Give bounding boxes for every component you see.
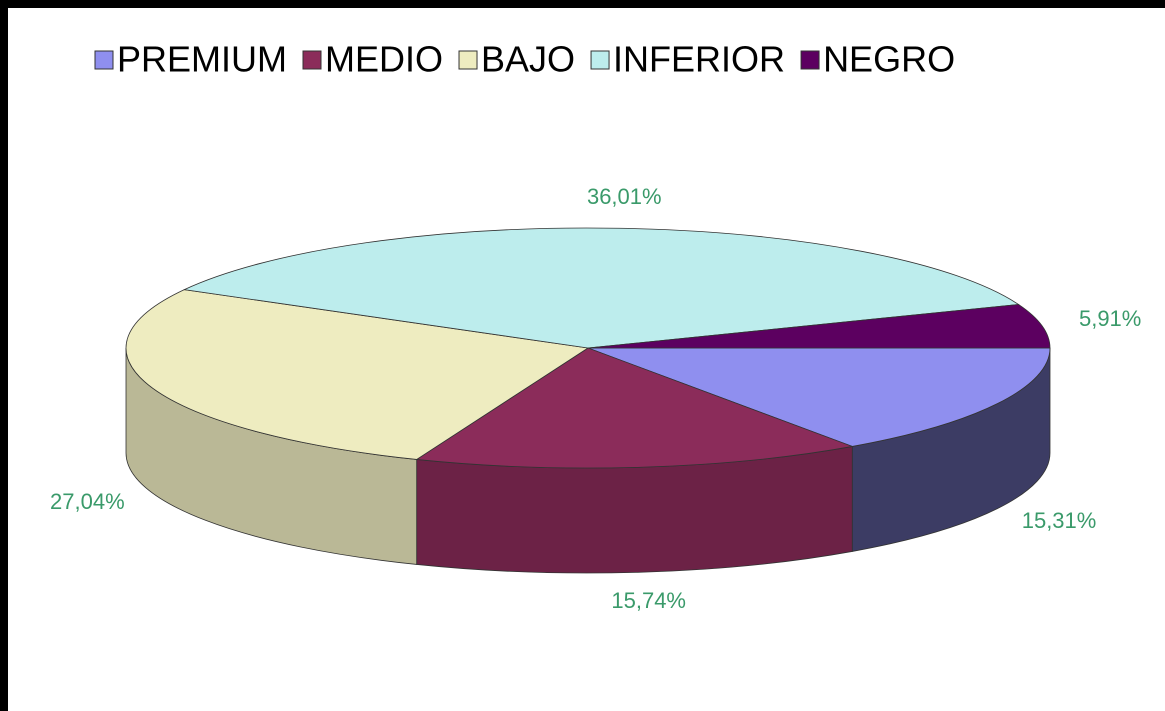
legend-swatch — [94, 50, 114, 70]
legend-label: BAJO — [481, 39, 575, 80]
legend-label: NEGRO — [823, 39, 955, 80]
legend-label: MEDIO — [325, 39, 443, 80]
data-label: 5,91% — [1079, 306, 1141, 331]
pie-tops — [125, 227, 1051, 469]
pie-slice — [415, 347, 854, 469]
pie-slice — [182, 227, 1020, 349]
data-label: 15,31% — [1022, 508, 1097, 533]
data-label: 27,04% — [50, 489, 125, 514]
pie-slice — [125, 289, 590, 460]
data-label: 15,74% — [611, 588, 686, 613]
legend-swatch — [590, 50, 610, 70]
data-labels: 15,31% 15,74% 27,04% 36,01% 5,91% — [50, 184, 1141, 613]
legend: PREMIUM MEDIO BAJO INFERIOR NEGRO — [94, 39, 955, 80]
pie-sides — [125, 347, 1051, 574]
data-label: 36,01% — [587, 184, 662, 209]
legend-swatch — [302, 50, 322, 70]
pie-slice — [587, 304, 1051, 349]
legend-swatch — [800, 50, 820, 70]
legend-label: INFERIOR — [613, 39, 785, 80]
legend-swatch — [458, 50, 478, 70]
pie-slice — [587, 347, 1051, 447]
legend-label: PREMIUM — [117, 39, 287, 80]
